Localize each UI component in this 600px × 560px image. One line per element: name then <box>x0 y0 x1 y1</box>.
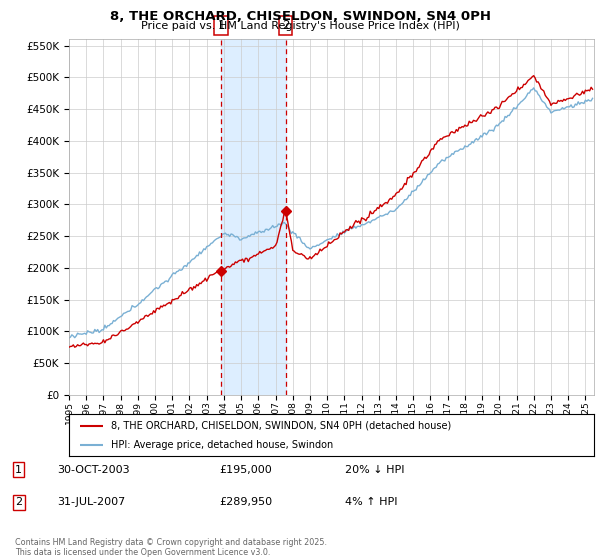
Bar <box>221 39 286 395</box>
Text: 4% ↑ HPI: 4% ↑ HPI <box>345 497 398 507</box>
Text: 2: 2 <box>15 497 22 507</box>
Text: £195,000: £195,000 <box>219 465 272 475</box>
Text: Price paid vs. HM Land Registry's House Price Index (HPI): Price paid vs. HM Land Registry's House … <box>140 21 460 31</box>
Text: 8, THE ORCHARD, CHISELDON, SWINDON, SN4 0PH: 8, THE ORCHARD, CHISELDON, SWINDON, SN4 … <box>110 10 491 23</box>
Text: 30-OCT-2003: 30-OCT-2003 <box>57 465 130 475</box>
Text: 20% ↓ HPI: 20% ↓ HPI <box>345 465 404 475</box>
Text: HPI: Average price, detached house, Swindon: HPI: Average price, detached house, Swin… <box>111 440 333 450</box>
Text: 31-JUL-2007: 31-JUL-2007 <box>57 497 125 507</box>
Text: 2: 2 <box>282 19 289 32</box>
Text: 1: 1 <box>217 19 225 32</box>
Text: £289,950: £289,950 <box>219 497 272 507</box>
Text: Contains HM Land Registry data © Crown copyright and database right 2025.
This d: Contains HM Land Registry data © Crown c… <box>15 538 327 557</box>
Text: 1: 1 <box>15 465 22 475</box>
Text: 8, THE ORCHARD, CHISELDON, SWINDON, SN4 0PH (detached house): 8, THE ORCHARD, CHISELDON, SWINDON, SN4 … <box>111 421 451 431</box>
